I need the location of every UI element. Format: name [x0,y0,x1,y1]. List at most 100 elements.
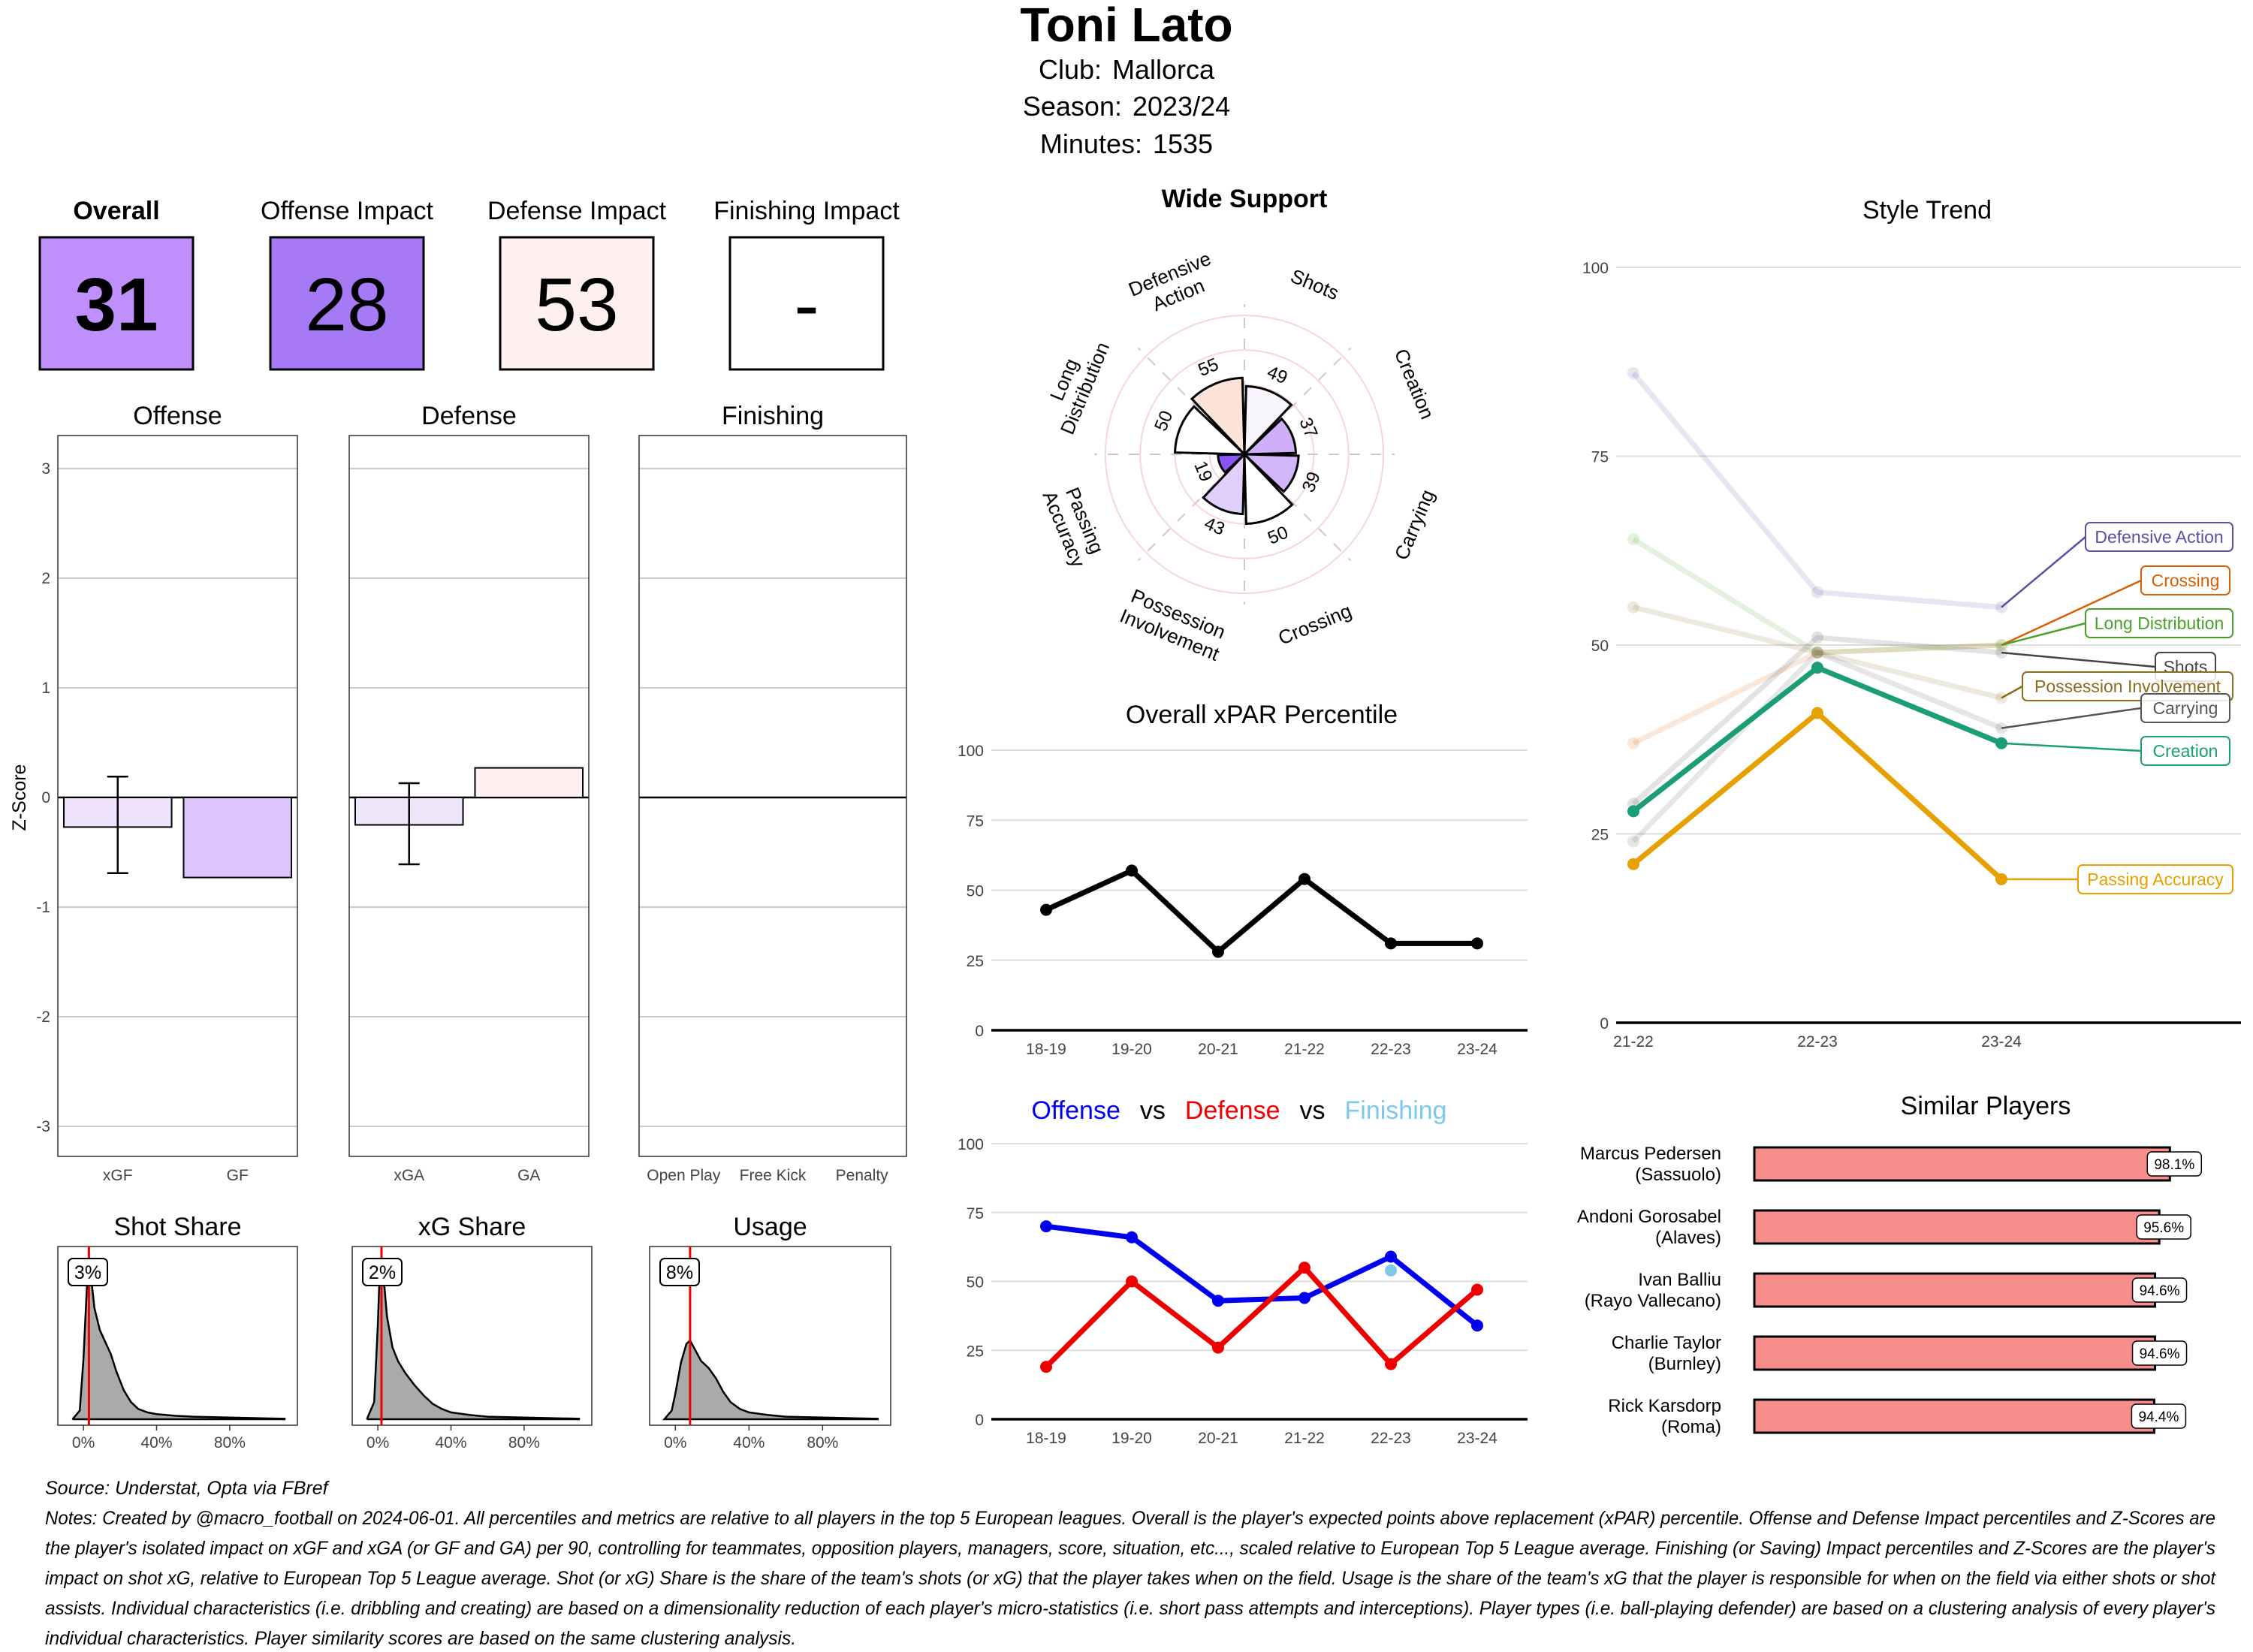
impact-card-label: Offense Impact [261,197,433,225]
similarity-label-box [2131,1340,2188,1366]
series-point [1212,1341,1224,1354]
similar-players-chart: Similar Players Marcus Pedersen(Sassuolo)… [1577,1092,2203,1437]
impact-card-label: Finishing Impact [713,197,900,225]
series-point [1627,601,1639,613]
player-name: Toni Lato [1020,0,1232,52]
series-label-box [2140,565,2230,595]
series-point [1627,858,1639,870]
chart-title-part: Finishing [1345,1096,1447,1125]
series-line [1044,1265,1479,1369]
series-point [1298,1292,1310,1304]
impact-card-value: 28 [305,263,388,347]
minutes-label: Minutes: [1040,128,1142,159]
series-point [1811,631,1823,644]
club-line: Club: Mallorca [1039,54,1215,85]
similar-player-name: Marcus Pedersen [1580,1144,1721,1164]
y-tick-label: 0 [41,789,50,806]
label-leader-line [2001,536,2086,608]
impact-card-label: Defense Impact [487,197,667,225]
impact-cards: Overall 31 Offense Impact 28 Defense Impact 5… [38,197,900,371]
series-point [1040,1220,1052,1233]
chart-title: Wide Support [1162,185,1328,213]
label-leader-line [2001,685,2023,699]
series-point [1627,533,1639,546]
series-point [1471,1319,1483,1332]
y-tick-label: 0 [1600,1015,1609,1032]
x-tick-label: 22-23 [1371,1430,1411,1447]
notes-line: individual characteristics. Player simil… [45,1628,796,1649]
similar-player-club: (Roma) [1661,1417,1721,1437]
x-tick-label: 80% [807,1434,838,1452]
impact-card-value: - [794,263,819,347]
similarity-value: 94.6% [2140,1283,2180,1299]
season-label: Season: [1023,91,1122,122]
impact-card-box [728,236,885,371]
radar-ring [1105,315,1384,594]
series-line [1632,537,2002,656]
similarity-label-box [2131,1277,2188,1303]
series-point [1212,945,1224,958]
panel-frame [57,435,298,1157]
y-tick-label: 3 [41,460,50,478]
series-point [1126,1231,1138,1244]
x-tick-label: GA [517,1167,540,1184]
series-label: Crossing [2152,571,2220,590]
y-tick-label: -2 [36,1008,50,1026]
series-point [1627,366,1639,379]
zscore-bar [182,797,293,879]
y-tick-label: 75 [967,1205,984,1222]
similarity-label-box [2136,1214,2191,1240]
overall-xpar-chart: Overall xPAR Percentile 0 25 50 75 100 18-19 19… [958,701,1528,1058]
zscore-panels: Offense 3 2 1 0 -1 -2 -3 xGF GF Defense xGA GA Finish… [36,402,907,1184]
series-line [1045,1223,1479,1328]
series-point [1385,1358,1397,1370]
x-tick-label: Penalty [836,1167,889,1184]
radar-wedge [1217,453,1247,475]
series-point [1298,1262,1310,1274]
impact-card-box [499,236,655,371]
footer: Source: Understat, Opta via FBref Notes:… [45,1478,2216,1649]
minutes-value: 1535 [1153,128,1213,159]
series-point [1212,1295,1224,1307]
y-tick-label: 100 [958,1136,984,1153]
series-point [1298,873,1310,885]
label-leader-line [2001,622,2086,647]
y-tick-label: 2 [41,570,50,587]
x-tick-label: GF [227,1167,249,1184]
similarity-value: 95.6% [2143,1220,2184,1236]
x-tick-label: 0% [366,1434,389,1452]
y-tick-label: 75 [1591,449,1609,466]
series-label: Passing Accuracy [2087,870,2224,889]
panel-title: Defense [421,402,517,430]
series-point [1627,835,1639,848]
similarity-bar [1753,1146,2171,1182]
y-tick-label: 25 [1591,827,1609,844]
radar-wedge [1243,451,1294,526]
x-tick-label: 18-19 [1026,1430,1066,1447]
impact-card-box [38,236,195,371]
x-tick-label: 19-20 [1111,1041,1152,1058]
series-point [1811,586,1823,598]
radar-wedge [1202,451,1246,516]
series-label-box [2077,864,2233,894]
series-point [1040,903,1052,916]
chart-title: Similar Players [1901,1092,2071,1120]
club-label: Club: [1039,54,1102,85]
series-line [1631,371,2002,610]
panel-title: Shot Share [113,1213,241,1241]
y-tick-label: -3 [36,1118,50,1135]
radar-wedge [1173,405,1247,456]
chart-title-part: Defense [1185,1096,1280,1125]
x-tick-label: 40% [140,1434,172,1452]
series-point [1811,647,1823,659]
x-tick-label: xGA [394,1167,424,1184]
series-point [1385,1264,1397,1277]
series-point [1627,805,1639,818]
panel-title: Offense [133,402,222,430]
similar-player-club: (Sassuolo) [1635,1165,1721,1185]
value-label-box [659,1258,700,1286]
x-tick-label: 20-21 [1198,1041,1238,1058]
x-tick-label: 80% [214,1434,246,1452]
offense-defense-finishing-chart: Offense vs Defense vs Finishing 0 25 50 75 100 18-… [958,1096,1528,1447]
